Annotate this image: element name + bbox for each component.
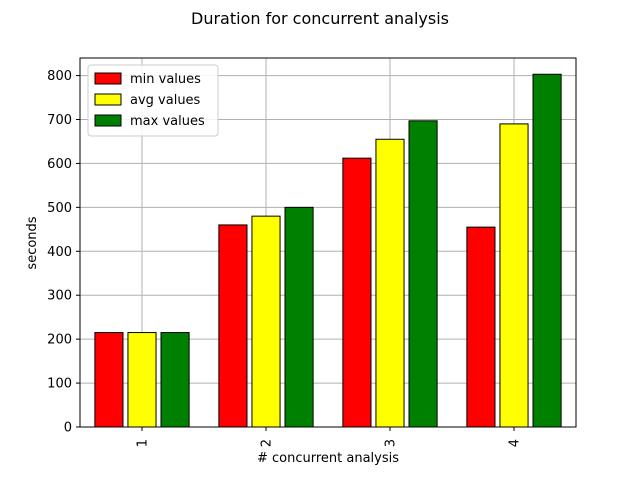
legend-label: avg values bbox=[130, 93, 201, 108]
legend-swatch bbox=[94, 93, 122, 106]
x-tick-label: 4 bbox=[508, 439, 523, 447]
y-axis-label: seconds bbox=[25, 216, 40, 269]
legend-swatch bbox=[94, 114, 122, 127]
bar-avg-values-4 bbox=[499, 123, 529, 428]
y-tick-label: 500 bbox=[47, 201, 72, 216]
y-tick-label: 100 bbox=[47, 377, 72, 392]
y-axis-ticks: 0 100 200 300 400 500 600 700 800 bbox=[47, 69, 80, 436]
bar-avg-values-1 bbox=[127, 332, 157, 428]
y-tick-label: 700 bbox=[47, 113, 72, 128]
y-tick-label: 800 bbox=[47, 69, 72, 84]
x-tick-label: 1 bbox=[136, 439, 151, 447]
plot-frame bbox=[79, 57, 577, 428]
bar-min-values-2 bbox=[218, 224, 248, 428]
y-tick-label: 0 bbox=[64, 421, 72, 436]
bars bbox=[94, 73, 562, 428]
bar-max-values-3 bbox=[408, 120, 438, 428]
x-tick-label: 2 bbox=[260, 439, 275, 447]
legend-swatch bbox=[94, 72, 122, 85]
y-tick-label: 200 bbox=[47, 333, 72, 348]
y-tick-label: 400 bbox=[47, 245, 72, 260]
legend-label: min values bbox=[130, 72, 201, 87]
x-axis-label: # concurrent analysis bbox=[257, 451, 399, 466]
legend-label: max values bbox=[130, 114, 205, 129]
bar-min-values-1 bbox=[94, 332, 124, 428]
y-tick-label: 600 bbox=[47, 157, 72, 172]
chart-title: Duration for concurrent analysis bbox=[191, 9, 449, 28]
bar-min-values-3 bbox=[342, 157, 372, 428]
bar-avg-values-2 bbox=[251, 215, 281, 428]
legend: min values avg values max values bbox=[87, 64, 219, 137]
bar-max-values-1 bbox=[160, 332, 190, 428]
bar-max-values-2 bbox=[284, 206, 314, 428]
bar-avg-values-3 bbox=[375, 138, 405, 428]
y-tick-label: 300 bbox=[47, 289, 72, 304]
bar-max-values-4 bbox=[532, 73, 562, 428]
x-axis-ticks: 1 2 3 4 bbox=[136, 427, 523, 447]
bar-min-values-4 bbox=[466, 226, 496, 428]
x-tick-label: 3 bbox=[384, 439, 399, 447]
